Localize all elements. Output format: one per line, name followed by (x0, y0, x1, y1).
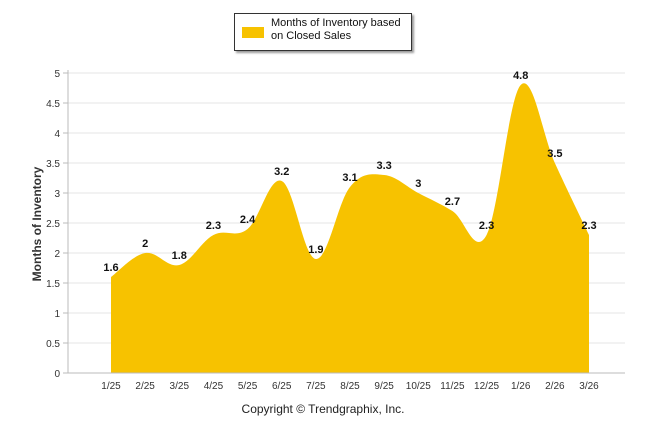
y-tick-label: 0.5 (46, 339, 60, 350)
data-label: 1.9 (308, 244, 323, 256)
y-tick-label: 4.5 (46, 99, 60, 110)
data-label: 2.3 (479, 220, 494, 232)
data-label: 3 (415, 178, 421, 190)
x-tick-label: 2/26 (545, 381, 565, 392)
legend: Months of Inventory based on Closed Sale… (234, 13, 412, 51)
axes (67, 70, 625, 374)
area-series-fill (111, 83, 589, 373)
data-label: 3.3 (376, 160, 391, 172)
x-tick-label: 9/25 (374, 381, 394, 392)
x-tick-label: 12/25 (474, 381, 499, 392)
data-label: 3.5 (547, 148, 562, 160)
x-tick-label: 1/25 (101, 381, 121, 392)
x-tick-label: 3/26 (579, 381, 599, 392)
y-axis-title: Months of Inventory (30, 166, 44, 281)
data-label: 2 (142, 238, 148, 250)
y-tick-label: 1.5 (46, 279, 60, 290)
legend-swatch (242, 27, 264, 38)
y-tick-label: 0 (54, 369, 60, 380)
series-area (111, 83, 589, 373)
data-label: 2.4 (240, 214, 256, 226)
y-tick-label: 5 (54, 69, 60, 80)
data-label: 1.6 (103, 262, 118, 274)
y-tick-label: 2 (54, 249, 60, 260)
data-labels: 1.6 2 1.8 2.3 2.4 3.2 1.9 3.1 3.3 3 2.7 2.3 4.8 3.5 2.… (103, 70, 596, 274)
x-tick-label: 11/25 (440, 381, 465, 392)
data-label: 3.2 (274, 166, 289, 178)
x-tick-label: 4/25 (204, 381, 224, 392)
data-label: 2.3 (581, 220, 596, 232)
y-tick-label: 1 (54, 309, 60, 320)
x-tick-label: 3/25 (170, 381, 190, 392)
x-tick-label: 8/25 (340, 381, 360, 392)
y-tick-labels: 0 0.5 1 1.5 2 2.5 3 3.5 4 4.5 5 (46, 69, 60, 380)
x-tick-label: 1/26 (511, 381, 531, 392)
x-tick-label: 6/25 (272, 381, 292, 392)
data-label: 2.3 (206, 220, 221, 232)
data-label: 3.1 (342, 172, 357, 184)
x-tick-label: 5/25 (238, 381, 258, 392)
x-tick-labels: 1/25 2/25 3/25 4/25 5/25 6/25 7/25 8/25 9/25 10/2… (101, 381, 599, 392)
x-tick-label: 10/25 (406, 381, 431, 392)
y-tick-label: 2.5 (46, 219, 60, 230)
copyright-footer: Copyright © Trendgraphix, Inc. (241, 402, 405, 416)
x-tick-label: 7/25 (306, 381, 326, 392)
x-tick-label: 2/25 (135, 381, 155, 392)
data-label: 4.8 (513, 70, 528, 82)
legend-label: Months of Inventory based on Closed Sale… (271, 17, 401, 42)
y-tick-label: 3.5 (46, 159, 60, 170)
y-tick-label: 3 (54, 189, 60, 200)
data-label: 1.8 (172, 250, 187, 262)
data-label: 2.7 (445, 196, 460, 208)
y-tick-label: 4 (54, 129, 60, 140)
